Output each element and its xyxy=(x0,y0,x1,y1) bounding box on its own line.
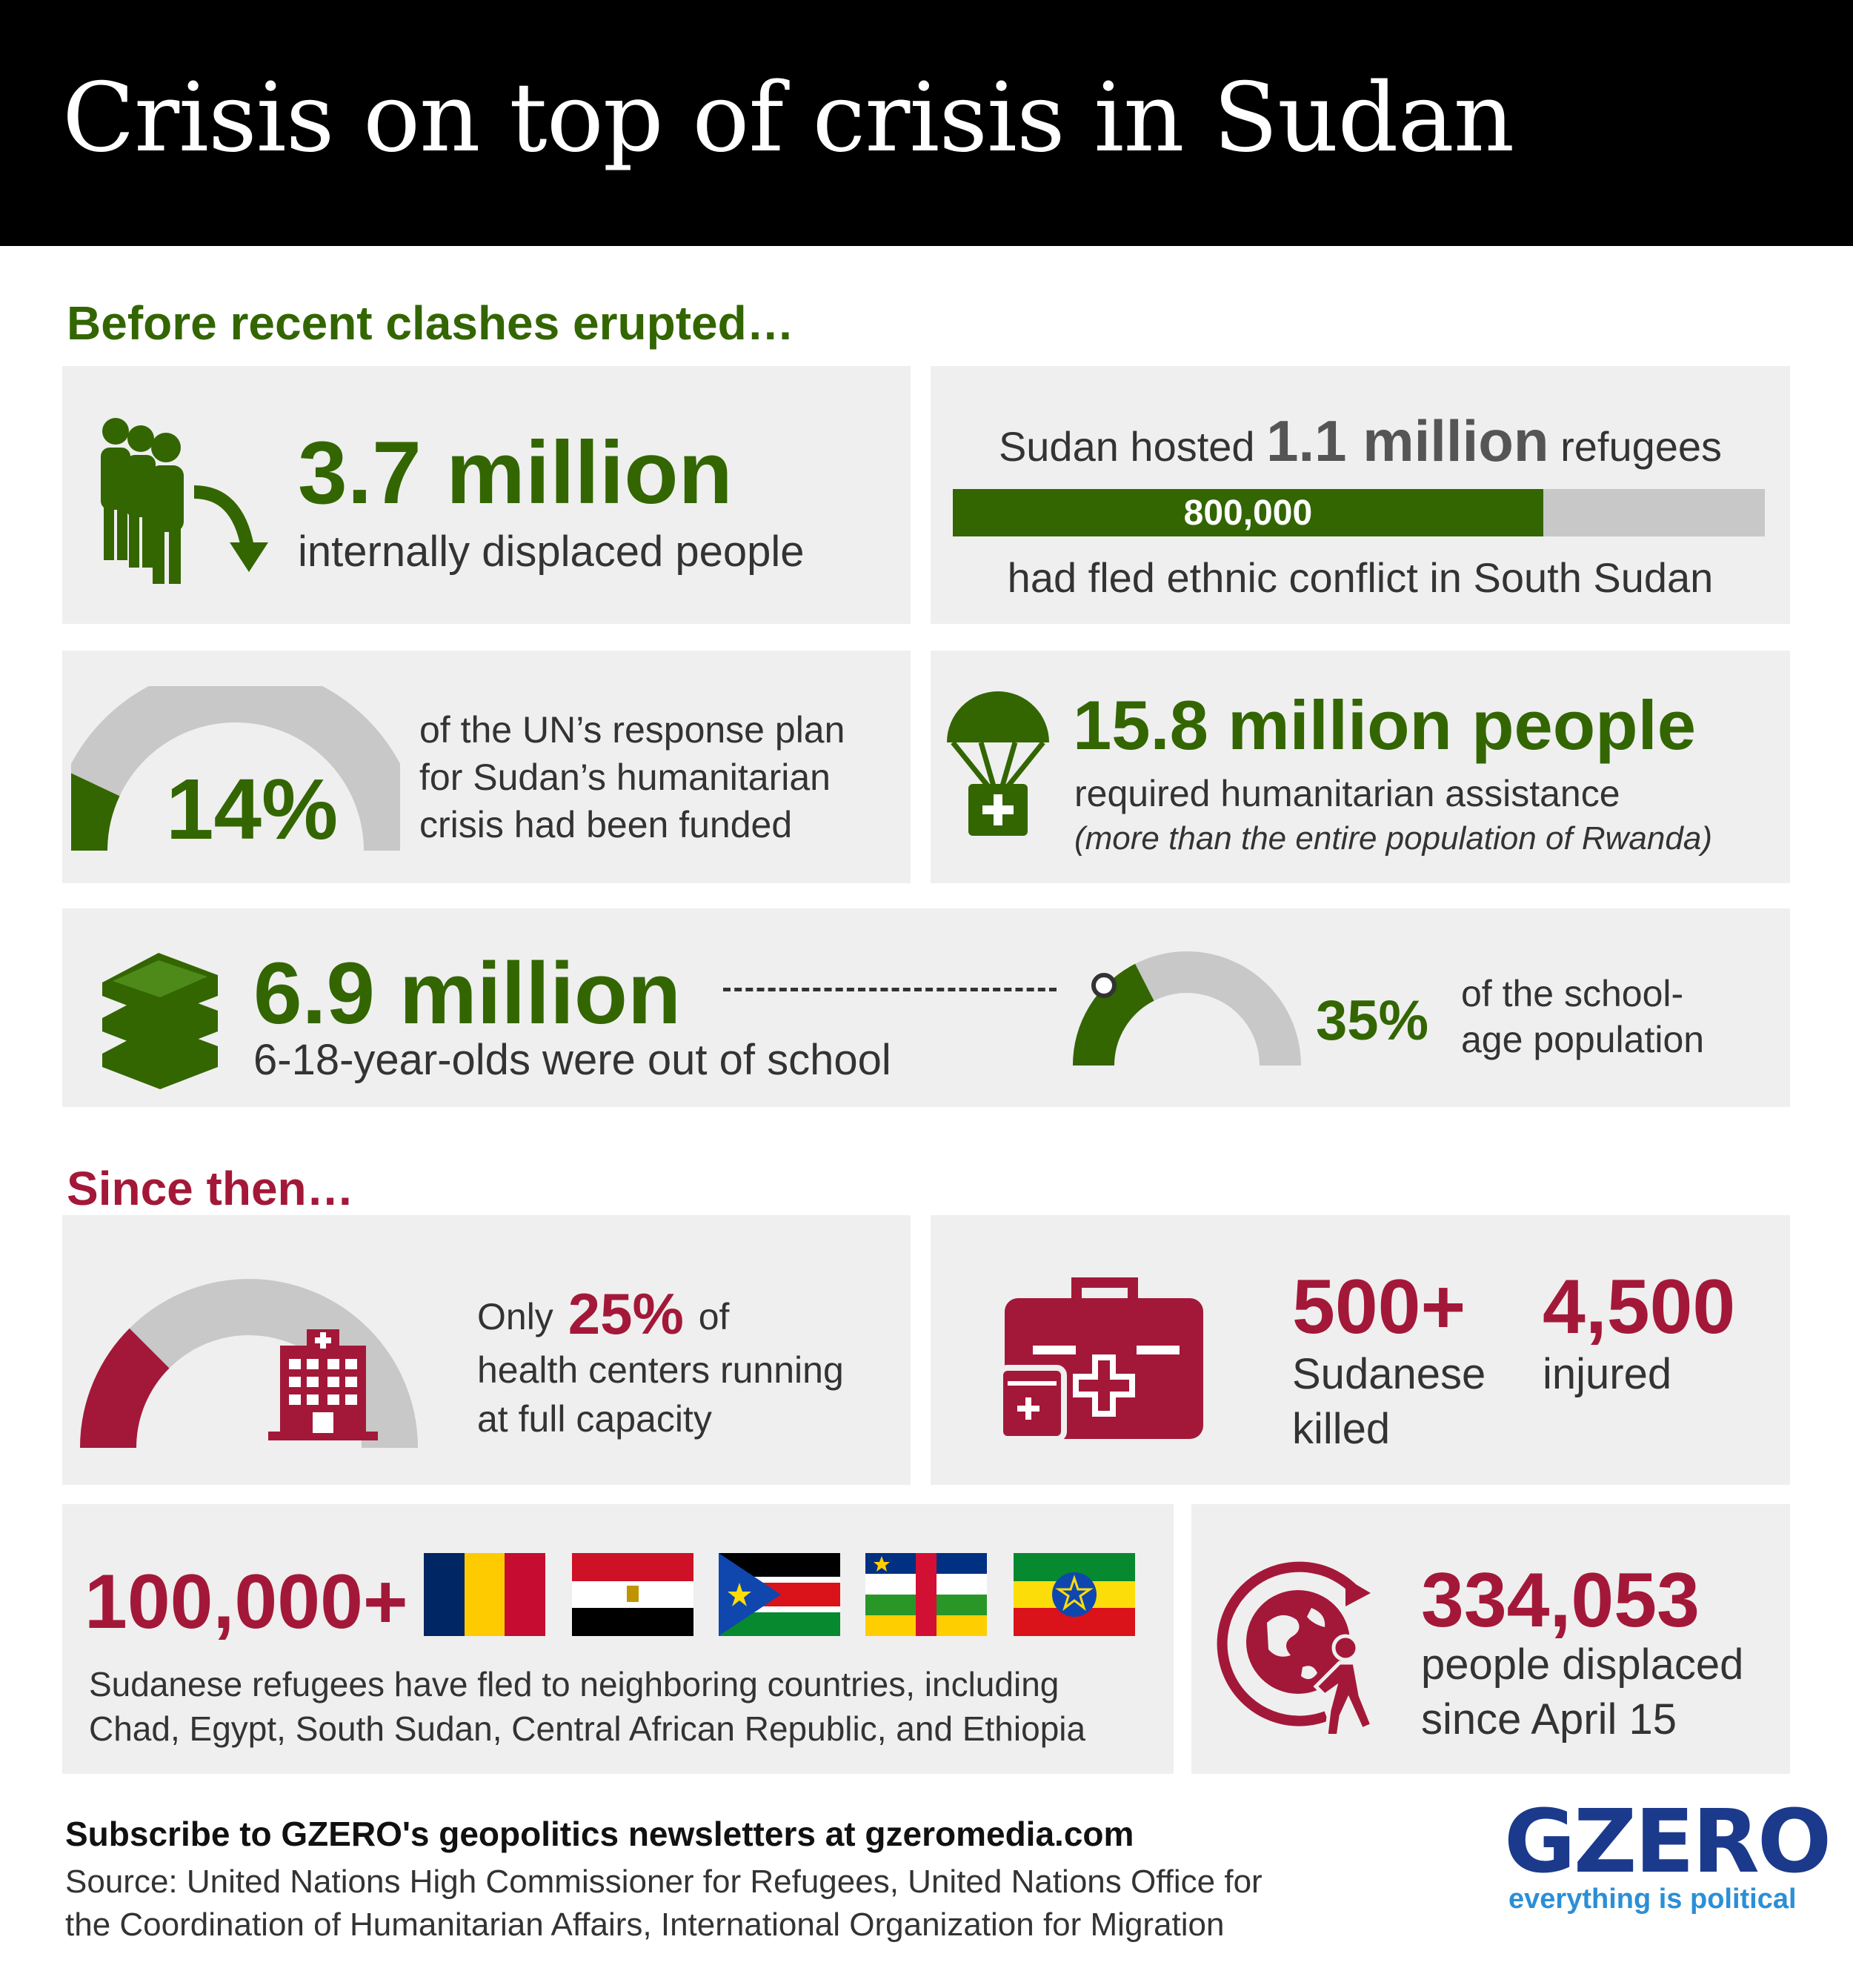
health-line1: Only 25% of xyxy=(477,1280,730,1343)
refugees-fled-value: 100,000+ xyxy=(84,1559,408,1645)
ethiopia-flag xyxy=(1014,1553,1135,1636)
since-heading: Since then… xyxy=(67,1162,354,1215)
people-arrow-icon xyxy=(101,418,268,584)
health-gauge xyxy=(79,1279,418,1449)
central-african-republic-flag xyxy=(865,1553,987,1636)
school-note1: of the school- xyxy=(1461,973,1684,1014)
displaced-value: 334,053 xyxy=(1421,1558,1700,1643)
school-panel xyxy=(62,908,1790,1107)
school-label: 6-18-year-olds were out of school xyxy=(253,1036,891,1084)
subscribe-line[interactable]: Subscribe to GZERO's geopolitics newslet… xyxy=(65,1815,1134,1853)
globe-walking-person-icon xyxy=(1217,1561,1375,1734)
displaced-line1: people displaced xyxy=(1421,1640,1744,1689)
idp-label: internally displaced people xyxy=(298,528,805,576)
refugees-bar-fill: 800,000 xyxy=(953,489,1543,536)
school-connector xyxy=(723,988,1057,991)
funding-line3: crisis had been funded xyxy=(419,804,793,845)
health-suffix: of xyxy=(698,1296,730,1337)
health-value: 25% xyxy=(568,1281,684,1346)
health-line2: health centers running xyxy=(477,1349,844,1391)
funding-line2: for Sudan’s humanitarian xyxy=(419,757,831,798)
refugees-caption: had fled ethnic conflict in South Sudan xyxy=(1007,554,1714,601)
egypt-flag xyxy=(572,1553,693,1636)
assistance-line2: (more than the entire population of Rwan… xyxy=(1074,820,1712,857)
assistance-line1: required humanitarian assistance xyxy=(1074,773,1620,814)
killed-value: 500+ xyxy=(1292,1264,1466,1350)
header-bar xyxy=(0,0,1853,246)
injured-value: 4,500 xyxy=(1543,1264,1736,1350)
south-sudan-flag xyxy=(719,1553,840,1636)
airdrop-aid-icon xyxy=(947,691,1049,836)
gzero-tagline: everything is political xyxy=(1508,1884,1797,1915)
displaced-line2: since April 15 xyxy=(1421,1695,1677,1743)
refugees-fled-line1: Sudanese refugees have fled to neighbori… xyxy=(89,1665,1059,1703)
page-title: Crisis on top of crisis in Sudan xyxy=(62,63,1514,173)
killed-line2: killed xyxy=(1292,1405,1391,1453)
funding-value: 14% xyxy=(166,761,339,857)
health-prefix: Only xyxy=(477,1296,553,1337)
first-aid-kit-icon xyxy=(1000,1277,1203,1439)
injured-label: injured xyxy=(1543,1350,1672,1398)
before-heading: Before recent clashes erupted… xyxy=(67,296,794,350)
school-note2: age population xyxy=(1461,1019,1705,1060)
source-line1: Source: United Nations High Commissioner… xyxy=(65,1864,1262,1900)
assistance-value: 15.8 million people xyxy=(1073,686,1696,764)
school-value: 6.9 million xyxy=(253,945,682,1043)
refugees-fled-line2: Chad, Egypt, South Sudan, Central Africa… xyxy=(89,1709,1086,1748)
funding-line1: of the UN’s response plan xyxy=(419,709,845,751)
assistance-panel xyxy=(931,651,1790,883)
refugees-prefix: Sudan hosted xyxy=(998,423,1255,470)
refugees-suffix: refugees xyxy=(1560,423,1723,470)
chad-flag xyxy=(424,1553,545,1636)
refugees-fled-panel xyxy=(62,1504,1174,1774)
refugees-hosted-headline: Sudan hosted 1.1 million refugees xyxy=(931,412,1790,470)
books-icon xyxy=(102,953,218,1089)
health-line3: at full capacity xyxy=(477,1398,712,1440)
school-percent: 35% xyxy=(1316,989,1429,1052)
health-panel xyxy=(62,1215,911,1485)
school-gauge xyxy=(1073,951,1301,1066)
killed-line1: Sudanese xyxy=(1292,1350,1486,1398)
hospital-icon xyxy=(268,1329,378,1440)
gzero-logo[interactable]: GZERO xyxy=(1504,1790,1832,1892)
idp-value: 3.7 million xyxy=(298,423,733,522)
source-line2: the Coordination of Humanitarian Affairs… xyxy=(65,1906,1225,1943)
funding-gauge xyxy=(71,686,400,851)
refugees-value: 1.1 million xyxy=(1266,408,1549,473)
